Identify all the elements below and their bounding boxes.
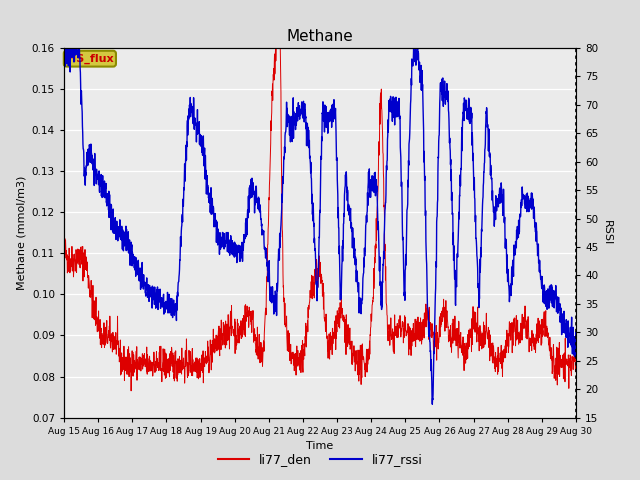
- Legend: li77_den, li77_rssi: li77_den, li77_rssi: [212, 448, 428, 471]
- Title: Methane: Methane: [287, 29, 353, 44]
- Y-axis label: Methane (mmol/m3): Methane (mmol/m3): [16, 176, 26, 290]
- Text: HS_flux: HS_flux: [67, 54, 113, 64]
- Y-axis label: RSSI: RSSI: [602, 220, 612, 245]
- X-axis label: Time: Time: [307, 441, 333, 451]
